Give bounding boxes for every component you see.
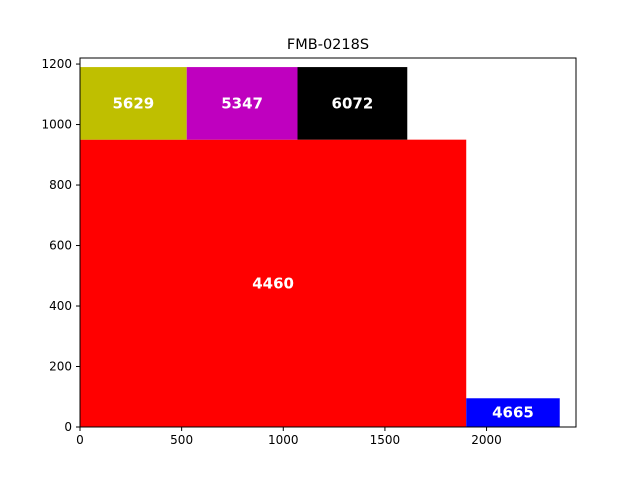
y-tick-label: 200 <box>49 360 72 374</box>
rect-label-6072: 6072 <box>332 94 374 112</box>
rect-label-5347: 5347 <box>221 94 263 112</box>
rect-5347 <box>186 67 298 140</box>
rect-4665 <box>466 398 560 427</box>
x-tick-label: 500 <box>170 433 193 447</box>
rect-label-5629: 5629 <box>112 94 154 112</box>
rect-label-4460: 4460 <box>252 274 294 292</box>
x-tick-label: 1500 <box>370 433 401 447</box>
y-tick-label: 600 <box>49 239 72 253</box>
rect-4460 <box>80 139 467 427</box>
rect-label-4665: 4665 <box>492 404 534 422</box>
x-tick-label: 0 <box>76 433 84 447</box>
axes-frame <box>79 57 577 428</box>
y-tick-label: 800 <box>49 178 72 192</box>
y-tick-label: 400 <box>49 299 72 313</box>
axes-layer: 0 500 1000 1500 2000 0 200 400 600 800 1000 1200 <box>41 57 577 447</box>
y-tick-label: 1000 <box>41 118 72 132</box>
x-tick-label: 2000 <box>471 433 502 447</box>
y-tick-label: 1200 <box>41 57 72 71</box>
y-tick-label: 0 <box>64 420 72 434</box>
x-tick-label: 1000 <box>268 433 299 447</box>
rect-6072 <box>297 67 408 140</box>
rectangles-layer: 4460 5629 5347 6072 4665 <box>80 67 560 427</box>
chart-title: FMB-0218S <box>287 37 369 53</box>
rect-5629 <box>80 67 187 140</box>
